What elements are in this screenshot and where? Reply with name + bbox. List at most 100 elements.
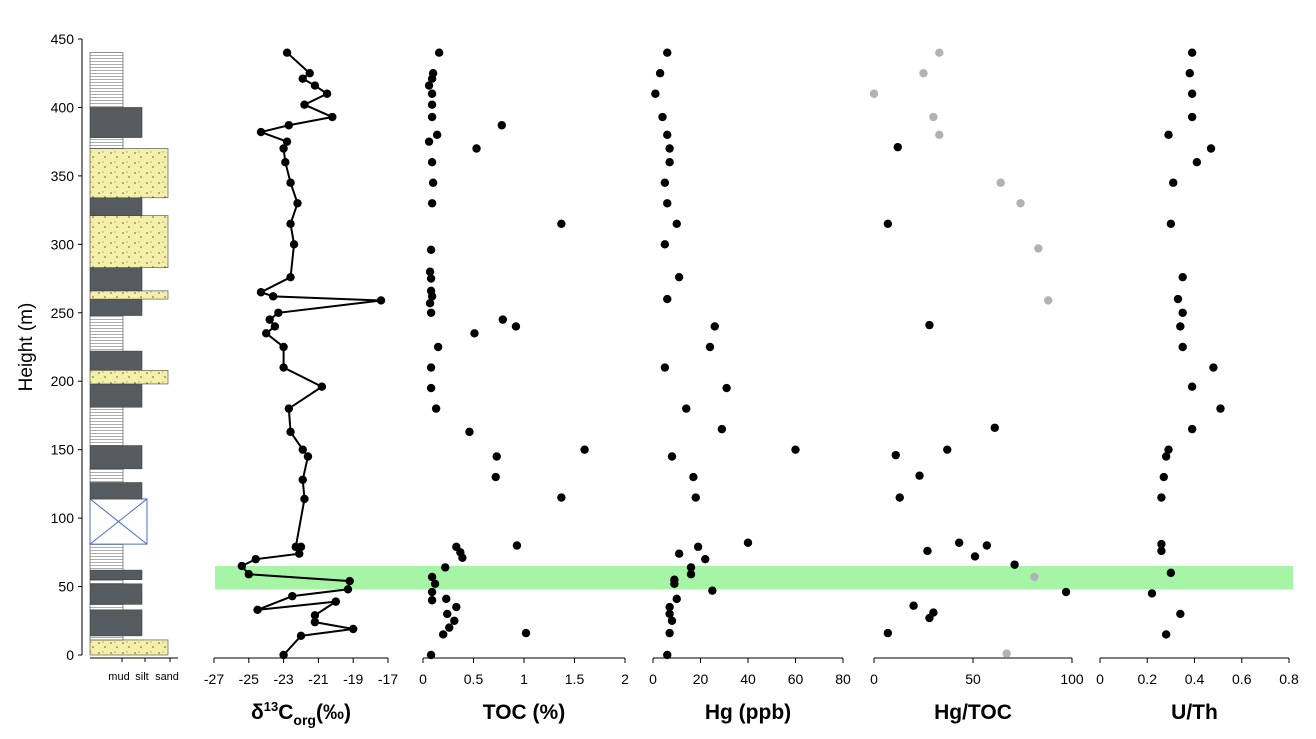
data-point bbox=[686, 563, 696, 572]
lithology-bed-sand bbox=[89, 148, 169, 199]
data-point bbox=[425, 267, 435, 276]
x-tick-label: 0 bbox=[1096, 671, 1104, 687]
x-tick-label: 1.5 bbox=[565, 671, 585, 687]
data-point bbox=[909, 601, 918, 610]
data-point bbox=[1192, 158, 1202, 167]
y-tick-label: 200 bbox=[51, 373, 75, 389]
data-point bbox=[925, 320, 934, 330]
data-point bbox=[428, 178, 438, 187]
x-tick-label: -23 bbox=[273, 671, 293, 687]
data-point bbox=[665, 609, 674, 619]
data-point bbox=[331, 597, 340, 606]
data-point bbox=[674, 549, 684, 558]
data-point bbox=[452, 602, 461, 612]
data-point bbox=[281, 158, 290, 167]
data-point bbox=[672, 594, 681, 604]
data-point bbox=[317, 382, 327, 391]
data-point bbox=[1209, 363, 1218, 372]
data-point bbox=[1187, 382, 1197, 391]
data-point bbox=[298, 445, 307, 454]
data-point bbox=[1164, 130, 1173, 140]
data-point bbox=[1164, 445, 1173, 454]
data-point bbox=[1187, 424, 1197, 434]
data-point bbox=[557, 219, 566, 228]
data-point bbox=[274, 308, 283, 317]
data-point bbox=[296, 631, 306, 641]
data-point bbox=[279, 363, 288, 372]
lithology-bed-mud bbox=[89, 267, 143, 292]
data-point bbox=[1176, 609, 1185, 619]
data-point bbox=[701, 554, 710, 564]
x-tick-label: 2 bbox=[621, 671, 629, 687]
data-point bbox=[268, 292, 278, 301]
data-point bbox=[434, 48, 444, 57]
lithology-bed-mud bbox=[89, 583, 143, 605]
x-axis-title: Hg (ppb) bbox=[705, 701, 791, 724]
data-point bbox=[265, 315, 274, 324]
data-point bbox=[492, 452, 501, 461]
data-point-grey bbox=[1016, 199, 1025, 208]
lithology-label-sand: sand bbox=[155, 671, 179, 683]
data-point bbox=[686, 570, 696, 579]
lithology-bed-silt bbox=[89, 543, 124, 571]
gap-cross-line bbox=[89, 498, 148, 545]
data-point bbox=[1169, 178, 1178, 187]
data-point bbox=[244, 570, 253, 579]
x-tick-label: -21 bbox=[308, 671, 328, 687]
data-point bbox=[655, 69, 665, 78]
data-point bbox=[328, 112, 337, 122]
data-point bbox=[279, 144, 288, 153]
data-point bbox=[286, 272, 295, 282]
x-tick-label: 50 bbox=[965, 671, 981, 687]
data-point bbox=[498, 315, 507, 324]
data-point bbox=[427, 100, 437, 109]
data-point-grey bbox=[1044, 296, 1053, 305]
x-axis-title: TOC (%) bbox=[483, 701, 565, 724]
data-point bbox=[954, 538, 964, 547]
y-tick-label: 150 bbox=[51, 442, 75, 458]
data-point bbox=[298, 74, 307, 83]
data-point bbox=[691, 493, 700, 502]
data-point bbox=[1166, 568, 1176, 578]
lithology-bed-silt bbox=[89, 468, 124, 483]
x-tick-label: -27 bbox=[204, 671, 224, 687]
data-point bbox=[1161, 630, 1171, 639]
data-point bbox=[491, 472, 500, 482]
y-tick-label: 50 bbox=[58, 579, 74, 595]
data-point bbox=[472, 144, 481, 153]
data-point bbox=[1187, 112, 1197, 122]
data-point-grey bbox=[1034, 244, 1043, 253]
data-point bbox=[689, 472, 698, 482]
x-tick-label: 60 bbox=[788, 671, 804, 687]
data-point bbox=[310, 611, 320, 620]
panel-1: -27 -25 -23 -21 -19 -17 δ13Corg(‰) bbox=[204, 48, 398, 728]
data-point bbox=[433, 342, 443, 352]
lithology-bed-mud bbox=[89, 482, 143, 500]
data-point bbox=[322, 89, 332, 98]
data-point bbox=[305, 69, 314, 78]
data-point bbox=[424, 81, 434, 90]
lithology-bed-silt bbox=[89, 406, 124, 446]
data-point bbox=[343, 585, 353, 594]
data-point bbox=[450, 616, 459, 625]
x-axis-title-part: (‰) bbox=[316, 701, 351, 724]
x-tick-label: 0 bbox=[419, 671, 427, 687]
data-point bbox=[430, 579, 440, 589]
x-tick-label: -19 bbox=[343, 671, 363, 687]
x-axis-title-part: C bbox=[278, 701, 293, 724]
data-point bbox=[663, 650, 672, 660]
highlight-band bbox=[215, 566, 1293, 590]
data-point bbox=[660, 363, 670, 372]
y-tick-label: 0 bbox=[66, 647, 74, 663]
x-tick-label: 0 bbox=[870, 671, 878, 687]
x-tick-label: -17 bbox=[378, 671, 398, 687]
data-point bbox=[658, 112, 667, 122]
data-point bbox=[660, 178, 670, 187]
data-point bbox=[279, 650, 288, 660]
lithology-bed-silt bbox=[89, 635, 124, 641]
y-tick-label: 250 bbox=[51, 305, 75, 321]
x-tick-label: 20 bbox=[693, 671, 709, 687]
data-point bbox=[512, 541, 522, 550]
x-tick-label: 0.5 bbox=[464, 671, 484, 687]
